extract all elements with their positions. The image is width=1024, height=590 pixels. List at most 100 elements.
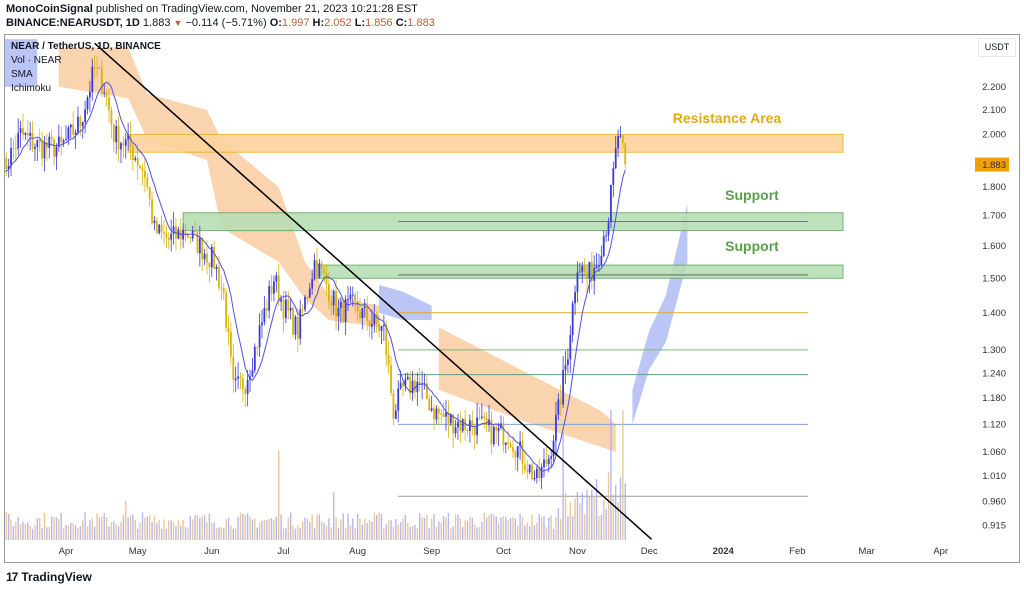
candle-body — [86, 97, 89, 110]
volume-bar — [347, 513, 349, 540]
volume-bar — [101, 516, 103, 540]
last-price: 1.883 — [142, 17, 171, 29]
candle-body — [428, 398, 431, 411]
author-name[interactable]: MonoCoinSignal — [6, 3, 93, 15]
volume-bar — [514, 518, 517, 540]
volume-bar — [476, 527, 478, 540]
volume-bar — [440, 522, 442, 540]
candle-body — [445, 412, 447, 417]
volume-bar — [163, 519, 165, 540]
volume-bar — [211, 522, 213, 540]
candle-body — [292, 307, 294, 335]
y-tick-label: 2.000 — [982, 129, 1006, 140]
tradingview-brand: TradingView — [21, 570, 92, 584]
candle-body — [371, 324, 373, 327]
candle-body — [375, 314, 378, 324]
volume-bar — [3, 526, 4, 540]
volume-bar — [395, 519, 397, 540]
volume-bar — [246, 512, 249, 540]
candle-body — [332, 290, 335, 306]
legend-sma[interactable]: SMA — [11, 69, 33, 80]
volume-bar — [273, 520, 275, 540]
volume-bar — [581, 493, 583, 540]
y-tick-label: 1.800 — [982, 182, 1006, 193]
currency-button[interactable]: USDT — [978, 38, 1016, 57]
candle-body — [273, 281, 275, 294]
x-tick-label: Nov — [569, 546, 586, 557]
volume-bar — [416, 527, 419, 540]
volume-bar — [223, 528, 225, 540]
volume-bar — [96, 513, 98, 540]
candle-body — [624, 143, 627, 165]
candle-body — [3, 158, 5, 186]
zone-label: Resistance Area — [673, 110, 782, 126]
volume-bar — [108, 526, 110, 540]
volume-bar — [139, 523, 141, 540]
candle-body — [325, 272, 328, 285]
volume-bar — [194, 515, 196, 540]
volume-bar — [543, 516, 545, 540]
volume-bar — [191, 519, 194, 540]
candle-body — [583, 266, 586, 273]
volume-bar — [278, 450, 280, 540]
volume-bar — [196, 514, 199, 540]
symbol-name: BINANCE:NEARUSDT, 1D — [6, 17, 140, 29]
candle-body — [17, 133, 20, 149]
tradingview-logo[interactable]: 17 TradingView — [6, 570, 92, 584]
candle-body — [614, 148, 617, 169]
candle-body — [31, 132, 34, 149]
candle-body — [323, 269, 326, 273]
candle-body — [244, 388, 247, 394]
volume-bar — [43, 513, 46, 540]
candle-body — [158, 224, 161, 234]
y-tick-label: 2.200 — [982, 82, 1006, 93]
candle-body — [538, 468, 541, 479]
volume-bar — [497, 523, 500, 540]
candle-body — [282, 299, 285, 319]
candle-body — [196, 231, 199, 254]
candle-body — [316, 260, 318, 278]
volume-bar — [79, 526, 82, 540]
candle-body — [203, 253, 206, 260]
x-tick-label: Jul — [277, 546, 289, 557]
volume-bar — [258, 522, 261, 540]
candle-body — [258, 325, 261, 348]
candle-body — [308, 288, 311, 298]
volume-bar — [225, 519, 227, 540]
candle-body — [569, 335, 572, 360]
volume-bar — [605, 508, 607, 540]
volume-bar — [24, 523, 27, 540]
volume-bar — [22, 521, 24, 540]
y-tick-label: 1.300 — [982, 345, 1006, 356]
price-change: −0.114 (−5.71%) — [185, 17, 267, 29]
legend-symbol[interactable]: NEAR / TetherUS, 1D, BINANCE — [11, 41, 161, 52]
candle-body — [354, 294, 357, 302]
volume-bar — [113, 521, 115, 540]
candle-body — [425, 383, 428, 399]
volume-bar — [574, 498, 576, 540]
volume-bar — [189, 515, 191, 540]
legend-volume[interactable]: Vol · NEAR — [11, 55, 62, 66]
volume-bar — [521, 516, 524, 540]
candle-body — [50, 136, 53, 140]
volume-bar — [500, 517, 502, 540]
candle-body — [559, 399, 562, 405]
volume-bar — [244, 515, 246, 540]
volume-bar — [457, 514, 459, 540]
legend-ichimoku[interactable]: Ichimoku — [11, 83, 52, 94]
candle-body — [265, 308, 268, 311]
volume-bar — [153, 515, 156, 540]
volume-bar — [481, 521, 483, 540]
volume-bar — [127, 517, 129, 540]
volume-bar — [313, 528, 316, 540]
y-tick-label: 1.500 — [982, 273, 1006, 284]
candle-body — [535, 468, 538, 479]
x-tick-label: Oct — [496, 546, 511, 557]
volume-bar — [294, 528, 297, 540]
candle-body — [167, 237, 170, 240]
volume-bar — [280, 514, 282, 540]
volume-bar — [7, 513, 10, 540]
candle-body — [416, 381, 419, 393]
volume-bar — [450, 528, 452, 540]
